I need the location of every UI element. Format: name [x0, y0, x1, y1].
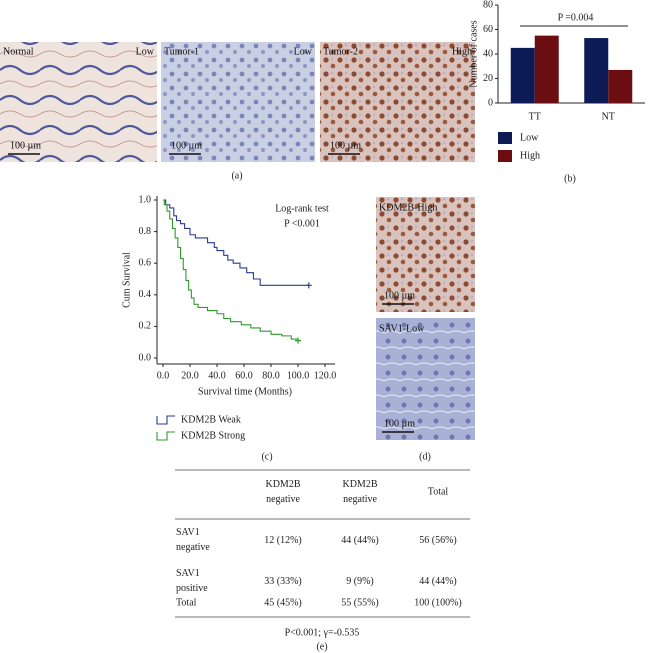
y-tick-label: 0.6 [139, 257, 152, 268]
scale-label: 100 µm [330, 140, 361, 151]
legend-label: KDM2B Strong [181, 430, 245, 441]
bar [608, 69, 633, 103]
scale-label: 100 µm [384, 418, 415, 429]
x-tick-label: 20.0 [181, 370, 199, 381]
y-tick-label: 40 [483, 48, 493, 59]
y-tick-label: 0.8 [139, 226, 152, 237]
survival-curve [163, 199, 309, 286]
x-tick-label: 120.0 [314, 370, 337, 381]
bar [584, 38, 609, 104]
panel-a-images: Normal Low 100 µm Tumor-1 Low 100 µm Tumor-2 Hi… [0, 42, 475, 162]
image-label: KDM2B-High [379, 202, 437, 213]
panel-label: (a) [231, 170, 242, 181]
y-tick-label: 60 [483, 24, 493, 35]
scale-label: 100 µm [171, 140, 202, 151]
x-tick-label: 0.0 [157, 370, 170, 381]
y-tick-label: 80 [483, 0, 493, 10]
x-tick-label: 80.0 [262, 370, 280, 381]
legend-label: Low [520, 132, 539, 143]
micrograph [376, 197, 475, 312]
table-cell: SAV1 negative [176, 527, 210, 553]
y-axis-label: Cum Survival [121, 252, 132, 308]
censor-mark [295, 337, 301, 344]
panel-label: (c) [261, 451, 272, 462]
micrograph [161, 42, 315, 162]
panel-label: (d) [419, 451, 431, 462]
panel-d-images: KDM2B-High 100 µm SAV1-Low 100 µm [376, 197, 475, 440]
table-cell: Total [428, 486, 449, 497]
legend-swatch [498, 150, 512, 162]
table-cell: SAV1 positive [176, 568, 208, 594]
table-cell: 44 (44%) [341, 535, 379, 546]
image-level: High [452, 46, 472, 57]
legend-line [156, 431, 175, 441]
table-cell: 45 (45%) [264, 597, 302, 608]
annotation: P =0.004 [558, 12, 594, 23]
y-tick-label: 20 [483, 73, 493, 84]
image-label: SAV1-Low [379, 323, 425, 334]
y-tick-label: 1.0 [139, 194, 152, 205]
x-tick-label: 100.0 [287, 370, 310, 381]
scale-label: 100 µm [10, 140, 41, 151]
censor-mark [305, 282, 312, 289]
bar [534, 35, 559, 103]
legend-swatch [498, 132, 512, 144]
annotation: P <0.001 [284, 218, 320, 229]
table-cell: 33 (33%) [264, 576, 302, 587]
panel-label: (b) [564, 173, 576, 184]
y-tick-label: 0.2 [139, 321, 152, 332]
legend-label: KDM2B Weak [181, 414, 241, 425]
image-label: Tumor-1 [164, 46, 199, 57]
x-axis-label: Survival time (Months) [198, 386, 292, 397]
x-tick-label: 40.0 [208, 370, 226, 381]
table-cell: 100 (100%) [414, 597, 462, 608]
y-tick-label: 0.4 [139, 289, 152, 300]
table-cell: 44 (44%) [419, 576, 457, 587]
x-tick-label: TT [529, 111, 541, 122]
image-level: Low [294, 46, 313, 57]
x-tick-label: 60.0 [235, 370, 253, 381]
table-cell: 55 (55%) [341, 597, 379, 608]
legend-label: High [520, 150, 540, 161]
table-cell: Total [176, 597, 197, 608]
y-tick-label: 0.0 [139, 352, 152, 363]
panel-label: (e) [316, 641, 327, 652]
legend-line [156, 415, 175, 425]
annotation: Log-rank test [275, 203, 329, 214]
bar [510, 47, 535, 103]
table-cell: KDM2B negative [265, 479, 300, 505]
table-cell: 12 (12%) [264, 535, 302, 546]
y-axis-label: Number of cases [468, 20, 479, 87]
micrograph [376, 318, 475, 440]
survival-curve [163, 199, 299, 341]
table: KDM2B negative KDM2B negative Total SAV1 negat… [175, 469, 470, 638]
micrograph [320, 42, 475, 162]
y-tick-label: 0 [488, 97, 493, 108]
image-label: Tumor-2 [323, 46, 358, 57]
x-tick-label: NT [602, 111, 615, 122]
micrograph [0, 42, 157, 162]
table-cell: 9 (9%) [346, 576, 374, 587]
table-cell: 56 (56%) [419, 535, 457, 546]
table-footer: P<0.001; γ=-0.535 [285, 627, 360, 638]
table-cell: KDM2B negative [342, 479, 377, 505]
scale-label: 100 µm [384, 290, 415, 301]
image-label: Normal [3, 46, 34, 57]
image-level: Low [136, 46, 155, 57]
